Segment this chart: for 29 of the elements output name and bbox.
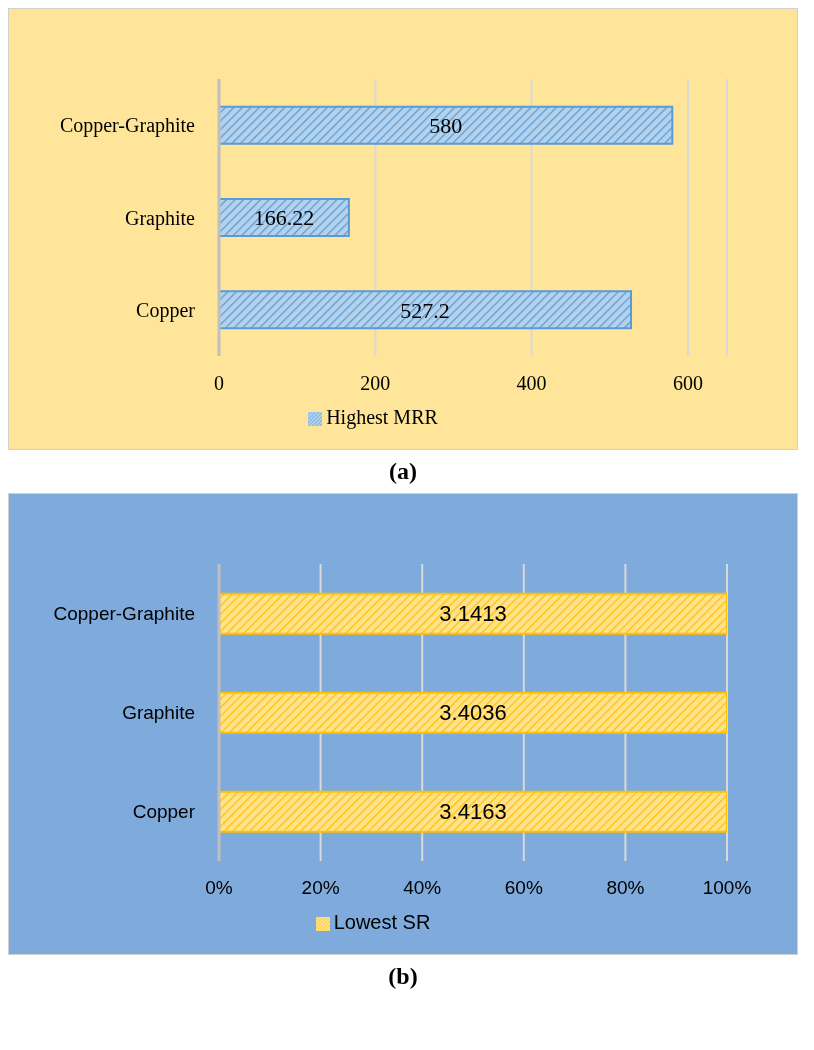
x-tick-label: 200 <box>360 372 391 395</box>
data-label: 166.22 <box>253 205 315 231</box>
y-tick-label: Graphite <box>122 702 195 724</box>
bar <box>219 290 633 330</box>
x-tick-label: 0% <box>205 877 233 899</box>
annotation: 3.4036 <box>439 700 507 726</box>
bar <box>219 198 350 238</box>
text: (b) <box>387 963 419 990</box>
annotation: 3.1413 <box>439 601 507 627</box>
x-tick-label: 80% <box>606 877 645 899</box>
x-tick-label: 100% <box>702 877 752 899</box>
x-tick-label: 600 <box>672 372 703 395</box>
y-tick-label: Copper-Graphite <box>59 114 196 138</box>
annotation: 3.4163 <box>439 799 507 825</box>
x-tick-label: 20% <box>301 877 340 899</box>
x-tick-label: 0 <box>214 372 224 395</box>
legend-label: Highest MRR <box>326 406 438 428</box>
y-tick-label: Copper <box>136 298 196 322</box>
x-tick-label: 60% <box>504 877 543 899</box>
x-tick-label: 400 <box>516 372 547 395</box>
y-tick-label: Copper-Graphite <box>53 603 195 625</box>
y-tick-label: Copper <box>132 801 196 823</box>
data-label: 527.2 <box>400 297 450 323</box>
bar <box>219 105 674 145</box>
data-label: 580 <box>429 113 463 139</box>
text: (a) <box>388 458 418 485</box>
y-tick-label: Graphite <box>125 206 196 230</box>
x-tick-label: 40% <box>403 877 442 899</box>
legend-label: Lowest SR <box>333 911 431 933</box>
